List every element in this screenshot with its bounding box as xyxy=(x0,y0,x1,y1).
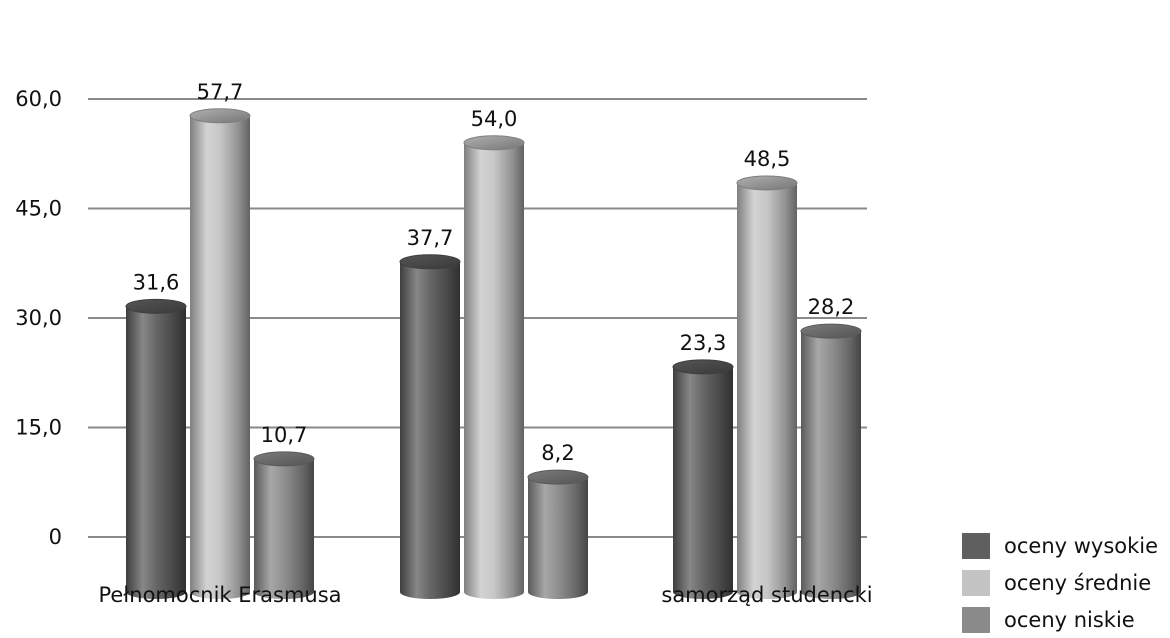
bar-low xyxy=(253,451,315,599)
bar-medium xyxy=(736,175,798,599)
y-tick-label: 15,0 xyxy=(15,416,62,440)
legend-label-high: oceny wysokie xyxy=(1004,533,1159,558)
bar-top xyxy=(736,175,798,191)
y-tick-label: 45,0 xyxy=(15,197,62,221)
data-label: 23,3 xyxy=(680,331,727,355)
y-tick-label: 0 xyxy=(49,525,62,549)
bar-top xyxy=(463,135,525,151)
legend-item-medium: oceny średnie xyxy=(962,564,1158,601)
bar-high xyxy=(125,298,187,599)
bar-low xyxy=(527,469,589,599)
bar-body xyxy=(254,458,314,599)
bar-top xyxy=(800,323,862,339)
bar-top xyxy=(189,108,251,124)
data-label: 57,7 xyxy=(197,80,244,104)
bar-medium xyxy=(189,108,251,599)
legend: oceny wysokie oceny średnie oceny niskie xyxy=(962,527,1158,638)
data-label: 37,7 xyxy=(407,226,454,250)
data-label: 8,2 xyxy=(541,441,574,465)
y-tick-label: 30,0 xyxy=(15,306,62,330)
data-label: 31,6 xyxy=(133,270,180,294)
category-label: Pełnomocnik Erasmusa xyxy=(98,583,341,607)
legend-label-medium: oceny średnie xyxy=(1004,570,1152,595)
bar-body xyxy=(801,331,861,599)
legend-item-high: oceny wysokie xyxy=(962,527,1158,564)
data-label: 28,2 xyxy=(808,295,855,319)
bar-top xyxy=(125,298,187,314)
bar-high xyxy=(672,359,734,599)
bar-body xyxy=(400,261,460,599)
bar-top xyxy=(399,254,461,270)
bar-body xyxy=(464,142,524,600)
bar-top xyxy=(527,469,589,485)
data-label: 54,0 xyxy=(471,107,518,131)
bar-top xyxy=(253,451,315,467)
bar-top xyxy=(672,359,734,375)
data-label: 10,7 xyxy=(261,423,308,447)
legend-item-low: oceny niskie xyxy=(962,601,1158,638)
bar-body xyxy=(673,366,733,599)
bar-high xyxy=(399,254,461,599)
legend-swatch-low xyxy=(962,606,990,633)
legend-swatch-medium xyxy=(962,569,990,596)
y-tick-label: 60,0 xyxy=(15,87,62,111)
bar-body xyxy=(190,115,250,599)
bar-low xyxy=(800,323,862,599)
bar-body xyxy=(126,306,186,599)
category-label: samorząd studencki xyxy=(661,583,872,607)
data-label: 48,5 xyxy=(744,147,791,171)
bar-medium xyxy=(463,135,525,600)
legend-swatch-high xyxy=(962,532,990,559)
bar-body xyxy=(737,182,797,599)
bar-body xyxy=(528,477,588,599)
